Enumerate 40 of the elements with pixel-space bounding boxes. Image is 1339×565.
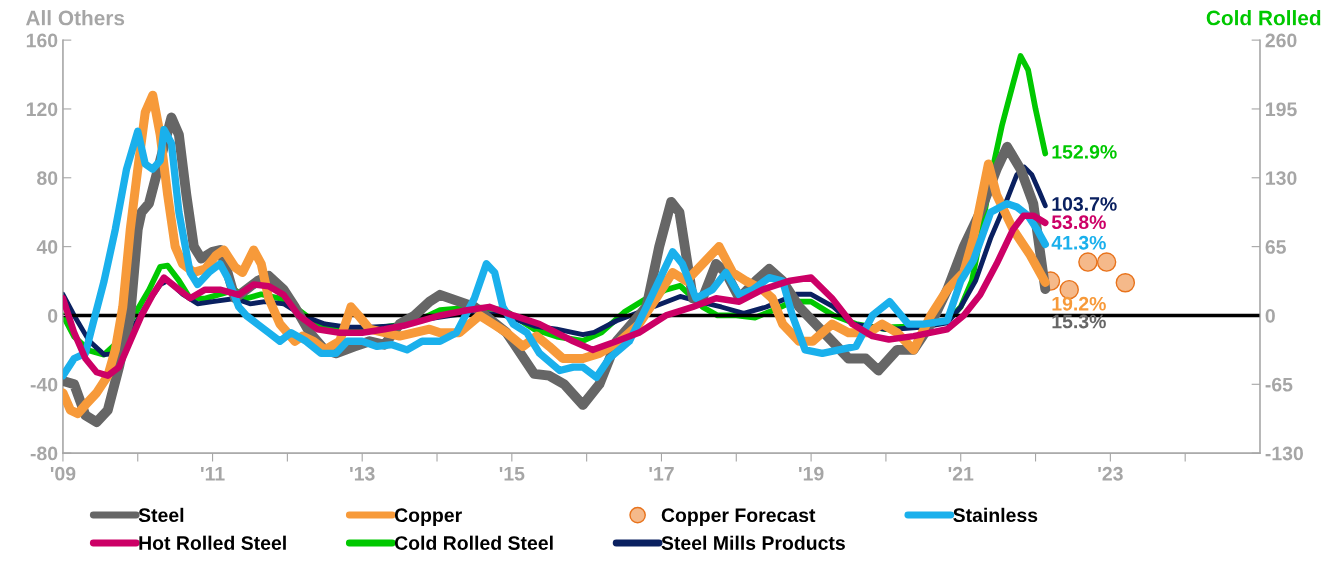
- legend-label: Copper: [394, 508, 462, 526]
- x-tick-label: '13: [350, 466, 375, 481]
- legend-label: Hot Rolled Steel: [139, 535, 286, 550]
- y-tick-label: 0: [48, 308, 58, 323]
- y-tick-label: 80: [37, 171, 58, 186]
- y-tick-label: 160: [26, 33, 58, 48]
- data-label: 53.8%: [1051, 215, 1106, 230]
- x-tick-label: '11: [201, 467, 225, 481]
- y-tick-label: -80: [30, 446, 58, 461]
- x-tick-label: '23: [1098, 466, 1123, 481]
- legend-label: Copper Forecast: [661, 508, 816, 526]
- y2-tick-label: -130: [1265, 446, 1303, 461]
- legend-label: Stainless: [953, 507, 1038, 523]
- x-tick-label: '17: [649, 467, 674, 481]
- y2-tick-label: 195: [1266, 102, 1297, 117]
- y-tick-label: -40: [30, 377, 58, 392]
- y2-axis-title: Cold Rolled: [1206, 10, 1321, 26]
- y2-tick-label: 65: [1265, 240, 1286, 254]
- x-tick-label: '21: [948, 466, 974, 481]
- y2-tick-label: 0: [1265, 308, 1275, 323]
- y2-tick-label: -65: [1265, 377, 1293, 392]
- data-label: 103.7%: [1052, 197, 1117, 211]
- point: [1078, 252, 1098, 272]
- y-tick-label: 40: [36, 240, 58, 254]
- data-label: 19.2%: [1052, 296, 1106, 311]
- y2-tick-label: 260: [1265, 33, 1297, 48]
- legend-label: Cold Rolled Steel: [394, 535, 553, 550]
- point: [1096, 252, 1117, 272]
- data-label: 152.9%: [1052, 144, 1117, 159]
- legend-label: Steel: [138, 507, 184, 523]
- y-axis-title: All Others: [25, 10, 125, 26]
- point: [1115, 273, 1136, 293]
- y-tick-label: 120: [26, 102, 58, 117]
- x-tick-label: '09: [50, 466, 76, 481]
- legend-label: Steel Mills Products: [661, 535, 845, 550]
- x-tick-label: '15: [499, 467, 525, 481]
- data-label: 15.3%: [1052, 314, 1106, 329]
- y2-tick-label: 130: [1266, 171, 1297, 186]
- x-tick-label: '19: [799, 466, 824, 481]
- data-label: 41.3%: [1051, 235, 1106, 250]
